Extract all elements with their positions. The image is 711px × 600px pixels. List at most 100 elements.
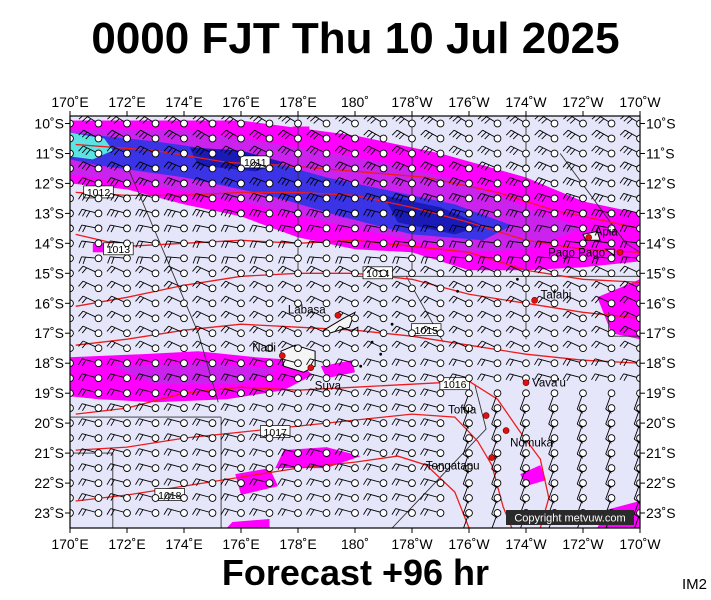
wind-barb xyxy=(506,116,530,128)
barb-feather xyxy=(391,193,397,200)
barb-station xyxy=(550,314,559,323)
lon-tick-label-bottom: 176˚W xyxy=(448,536,490,552)
barb-feather xyxy=(424,464,429,471)
barb-station xyxy=(151,209,160,218)
barb-station xyxy=(465,374,473,383)
barb-station xyxy=(379,374,388,383)
barb-station xyxy=(550,359,559,368)
barb-station xyxy=(151,239,160,248)
barb-station xyxy=(322,314,331,323)
barb-station xyxy=(94,299,103,308)
wind-barb xyxy=(448,265,473,278)
wind-barb xyxy=(334,388,359,398)
barb-feather xyxy=(107,256,111,264)
barb-station xyxy=(522,494,530,502)
barb-feather xyxy=(477,358,482,366)
wind-barb xyxy=(306,388,331,398)
barb-feather xyxy=(167,178,173,185)
wind-barb xyxy=(363,358,388,368)
barb-station xyxy=(493,359,502,368)
barb-feather xyxy=(509,297,515,304)
barb-feather xyxy=(537,327,544,334)
wind-barb xyxy=(334,325,359,338)
barb-feather xyxy=(509,116,516,122)
barb-feather xyxy=(370,195,376,202)
barb-feather xyxy=(548,438,555,444)
barb-feather xyxy=(334,463,339,470)
barb-feather xyxy=(167,297,173,304)
barb-feather xyxy=(598,118,605,124)
barb-feather xyxy=(619,340,625,347)
wind-barb xyxy=(562,265,587,278)
barb-feather xyxy=(252,147,259,154)
wind-barb xyxy=(420,478,445,487)
barb-station xyxy=(522,149,530,158)
wind-barb xyxy=(277,325,302,338)
wind-barb xyxy=(306,239,331,249)
islet-dot xyxy=(390,322,394,326)
barb-feather xyxy=(249,388,254,396)
barb-feather xyxy=(220,493,225,500)
barb-feather xyxy=(566,225,571,233)
barb-feather xyxy=(338,494,343,501)
barb-station xyxy=(607,254,616,263)
barb-feather xyxy=(598,180,604,187)
barb-feather xyxy=(424,209,429,217)
wind-barb xyxy=(420,403,445,412)
barb-feather xyxy=(220,193,226,200)
barb-feather xyxy=(477,325,483,332)
barb-feather xyxy=(423,267,430,274)
barb-feather xyxy=(627,210,632,218)
barb-station xyxy=(493,254,502,263)
wind-barb xyxy=(334,340,359,353)
lat-tick-label-right: 10˚S xyxy=(646,116,676,132)
barb-station xyxy=(322,404,331,412)
wind-barb xyxy=(163,280,188,293)
barb-feather xyxy=(538,359,543,367)
barb-station xyxy=(94,164,103,173)
barb-station xyxy=(123,254,131,263)
wind-barb xyxy=(562,310,587,323)
barb-feather xyxy=(277,463,282,470)
barb-feather xyxy=(85,195,91,202)
barb-feather xyxy=(462,498,470,504)
barb-feather xyxy=(171,210,176,218)
barb-feather xyxy=(549,529,555,533)
barb-feather xyxy=(424,494,429,501)
barb-station xyxy=(379,449,388,457)
barb-feather xyxy=(566,267,572,274)
barb-station xyxy=(408,479,416,487)
barb-feather xyxy=(391,373,396,381)
barb-feather xyxy=(135,508,140,515)
barb-station xyxy=(237,134,245,143)
barb-feather xyxy=(220,478,225,485)
barb-feather xyxy=(605,498,612,504)
barb-station xyxy=(237,224,245,233)
barb-feather xyxy=(619,161,625,168)
barb-feather xyxy=(334,478,339,485)
barb-feather xyxy=(138,116,145,122)
wind-barb xyxy=(306,295,331,308)
barb-feather xyxy=(220,161,226,168)
barb-station xyxy=(265,329,274,338)
barb-feather xyxy=(420,478,425,485)
barb-station xyxy=(322,464,331,472)
barb-feather xyxy=(367,494,372,501)
barb-feather xyxy=(50,225,53,231)
barb-feather xyxy=(196,241,201,249)
barb-feather xyxy=(420,508,425,515)
barb-station xyxy=(408,194,416,203)
barb-feather xyxy=(427,149,433,156)
copyright-text: Copyright metvuw.com xyxy=(514,513,625,525)
barb-feather xyxy=(505,265,511,272)
wind-barb xyxy=(306,358,331,368)
barb-feather xyxy=(594,116,601,122)
wind-barb xyxy=(591,310,616,323)
wind-barb xyxy=(306,508,331,517)
barb-feather xyxy=(135,403,140,411)
wind-barb xyxy=(163,310,188,323)
barb-station xyxy=(180,284,188,293)
barb-feather xyxy=(399,180,404,187)
barb-feather xyxy=(541,149,547,156)
barb-feather xyxy=(334,340,340,347)
